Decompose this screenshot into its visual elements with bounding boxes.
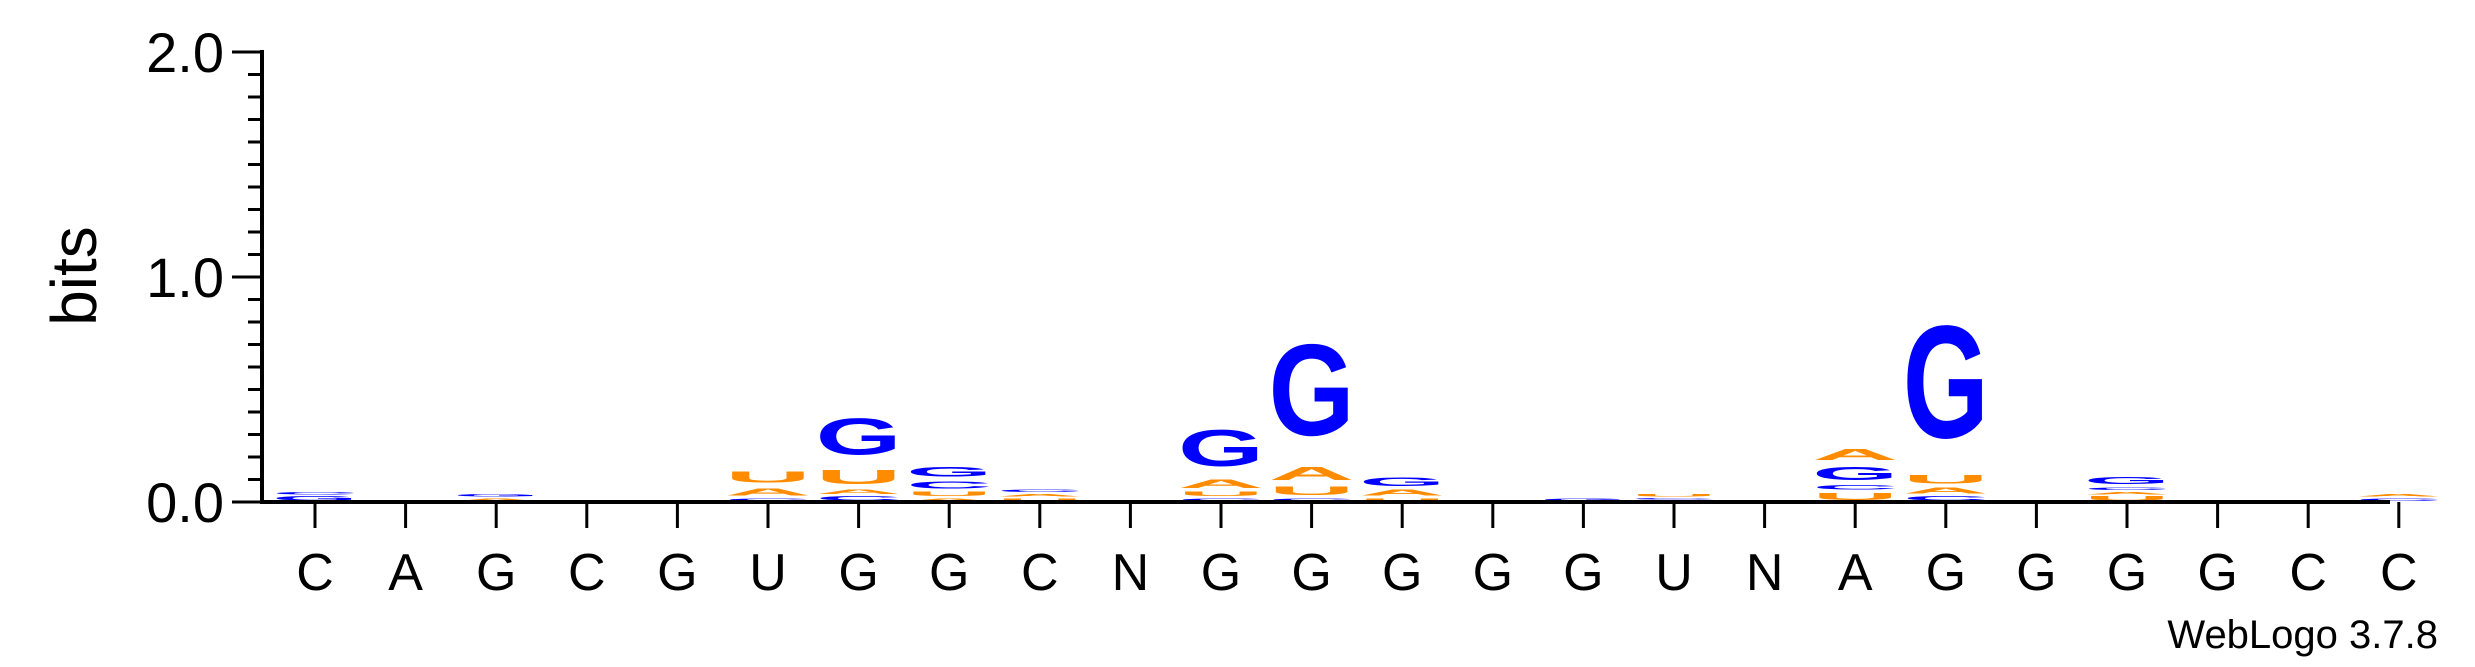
logo-letter: U bbox=[1903, 473, 1989, 487]
x-tick-label: G bbox=[2107, 544, 2147, 602]
x-tick-label: G bbox=[657, 544, 697, 602]
logo-letter: U bbox=[1812, 491, 1898, 502]
logo-letter: A bbox=[816, 488, 902, 495]
logo-letter: A bbox=[906, 497, 992, 501]
logo-letter: A bbox=[1359, 488, 1445, 497]
logo-letter: G bbox=[272, 495, 358, 502]
logo-letter: C bbox=[1631, 497, 1717, 499]
y-axis: 0.0 1.0 2.0 bbox=[146, 21, 264, 534]
logo-letter: A bbox=[725, 486, 811, 497]
logo-letter: C bbox=[906, 480, 992, 491]
x-tick-label: G bbox=[1201, 544, 1241, 602]
logo-letter: C bbox=[1178, 497, 1264, 501]
x-tick-label: C bbox=[2380, 544, 2418, 602]
x-tick-label: G bbox=[1291, 544, 1331, 602]
logo-letter: U bbox=[725, 468, 811, 486]
logo-letter: U bbox=[2084, 495, 2170, 502]
x-tick-label: N bbox=[1112, 544, 1150, 602]
logo-letter: U bbox=[906, 491, 992, 498]
logo-letter: C bbox=[816, 495, 902, 502]
x-tick-label: G bbox=[838, 544, 878, 602]
x-tick-label: G bbox=[476, 544, 516, 602]
logo-letter: U bbox=[1269, 484, 1355, 498]
logo-letter: C bbox=[1812, 484, 1898, 491]
x-tick-label: U bbox=[749, 544, 787, 602]
logo-letter: G bbox=[1178, 419, 1264, 477]
x-tick-label: A bbox=[1838, 544, 1873, 602]
logo-letter: G bbox=[1812, 464, 1898, 484]
logo-letter: C bbox=[2084, 486, 2170, 490]
logo-letter: A bbox=[2356, 493, 2442, 497]
x-tick-label: G bbox=[1563, 544, 1603, 602]
x-tick-label: G bbox=[1926, 544, 1966, 602]
logo-letter: G bbox=[816, 408, 902, 466]
logo-letter: G bbox=[1540, 497, 1626, 502]
x-tick-label: G bbox=[2197, 544, 2237, 602]
logo-letter: U bbox=[1178, 491, 1264, 498]
logo-letter: C bbox=[1269, 497, 1355, 501]
x-tick-label: C bbox=[296, 544, 334, 602]
logo-letter: U bbox=[997, 497, 1083, 501]
logo-letter: A bbox=[1269, 464, 1355, 484]
logo-letter: U bbox=[1631, 493, 1717, 497]
y-tick-label: 1.0 bbox=[146, 246, 224, 309]
logo-letter: A bbox=[1178, 477, 1264, 491]
logo-letter: C bbox=[272, 491, 358, 495]
x-tick-label: G bbox=[929, 544, 969, 602]
x-tick-label: N bbox=[1746, 544, 1784, 602]
logo-letter: G bbox=[906, 464, 992, 480]
y-tick-label: 0.0 bbox=[146, 471, 224, 534]
logo-letter: G bbox=[2084, 475, 2170, 486]
logo-letter: C bbox=[997, 488, 1083, 492]
x-tick-label: C bbox=[2289, 544, 2327, 602]
x-tick-label: G bbox=[1382, 544, 1422, 602]
logo-letter: A bbox=[453, 497, 539, 501]
logo-letter: U bbox=[816, 466, 902, 488]
logo-letter: A bbox=[2084, 491, 2170, 495]
logo-letter: C bbox=[725, 497, 811, 501]
logo-letter: G bbox=[453, 493, 539, 498]
x-tick-label: U bbox=[1655, 544, 1693, 602]
logo-glyphs: GCAGGCAUCAUGAUCGUACACUAGCUAGUAGGACUUCGAC… bbox=[272, 293, 2442, 502]
x-tick-label: G bbox=[2016, 544, 2056, 602]
x-tick-label: C bbox=[568, 544, 606, 602]
x-tick-label: G bbox=[1473, 544, 1513, 602]
y-tick-label: 2.0 bbox=[146, 21, 224, 84]
logo-letter: C bbox=[2356, 497, 2442, 501]
x-tick-label: C bbox=[1021, 544, 1059, 602]
logo-letter: A bbox=[1812, 446, 1898, 464]
x-tick-label: A bbox=[388, 544, 423, 602]
weblogo-credit: WebLogo 3.7.8 bbox=[2167, 613, 2438, 657]
logo-letter: G bbox=[1903, 293, 1989, 472]
logo-letter: U bbox=[1359, 497, 1445, 501]
y-axis-title: bits bbox=[38, 226, 110, 326]
logo-letter: A bbox=[1903, 486, 1989, 495]
logo-letter: A bbox=[997, 493, 1083, 497]
logo-letter: G bbox=[1269, 316, 1355, 463]
logo-letter: C bbox=[1903, 495, 1989, 502]
logo-letter: G bbox=[1359, 475, 1445, 488]
